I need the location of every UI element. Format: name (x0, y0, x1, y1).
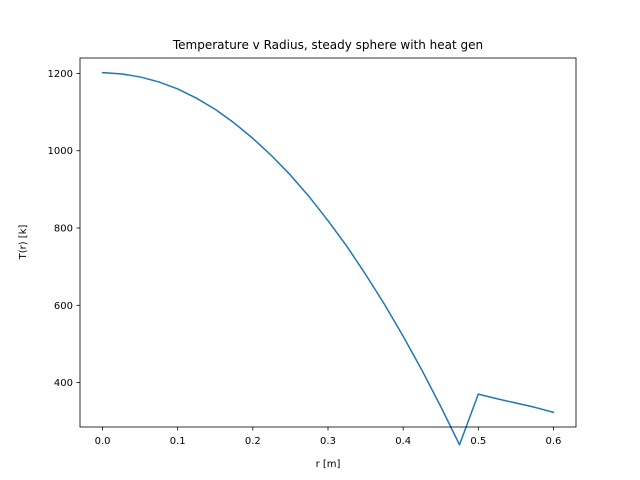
y-tick-label: 800 (54, 224, 73, 235)
chart-title: Temperature v Radius, steady sphere with… (172, 38, 483, 52)
x-axis-label: r [m] (316, 459, 341, 470)
y-tick-label: 1200 (48, 69, 73, 80)
y-axis-label: T(r) [k] (18, 225, 29, 261)
y-tick-label: 600 (54, 301, 73, 312)
y-tick-label: 1000 (48, 146, 73, 157)
series-line (101, 71, 555, 446)
plot-area (101, 71, 555, 446)
x-tick-label: 0.2 (245, 436, 261, 447)
x-tick-label: 0.1 (170, 436, 186, 447)
x-tick-label: 0.3 (320, 436, 336, 447)
x-tick-label: 0.4 (395, 436, 411, 447)
y-axis: 400 600 800 1000 1200 (48, 69, 80, 389)
x-tick-label: 0.6 (546, 436, 562, 447)
x-tick-label: 0.0 (95, 436, 111, 447)
x-axis: 0.0 0.1 0.2 0.3 0.4 0.5 0.6 (95, 427, 562, 447)
y-tick-label: 400 (54, 378, 73, 389)
x-tick-label: 0.5 (470, 436, 486, 447)
